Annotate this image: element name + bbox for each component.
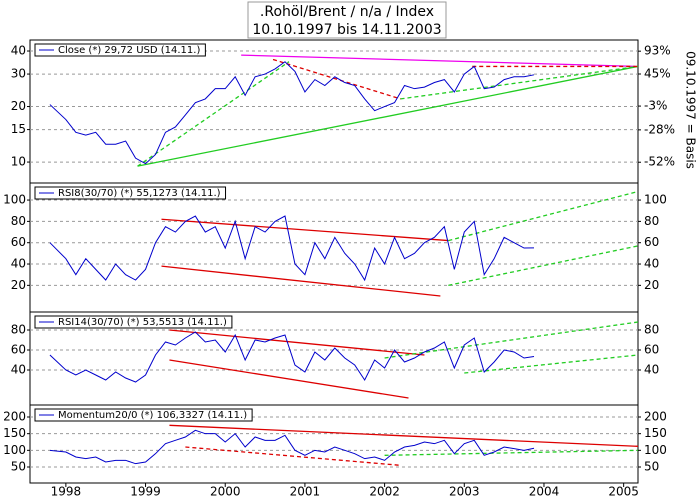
y-tick-label: 100 — [3, 193, 26, 207]
trend-line — [169, 359, 409, 399]
y-tick-label: 40 — [11, 44, 26, 58]
chart-subtitle: 10.10.1997 bis 14.11.2003 — [252, 22, 441, 38]
y-tick-label-right: 60 — [644, 235, 659, 249]
y-tick-label-right: 100 — [644, 193, 667, 207]
y-tick-label: 60 — [11, 343, 26, 357]
trend-line — [241, 54, 639, 68]
trend-line — [448, 245, 639, 286]
y2-axis-label: 09.10.1997 = Basis — [684, 51, 698, 169]
trend-line — [169, 424, 639, 447]
y-tick-label: 10 — [11, 155, 26, 169]
legend-label: Momentum20/0 (*) 106,3327 (14.11.) — [58, 410, 247, 421]
legend-label: Close (*) 29,72 USD (14.11.) — [58, 45, 200, 56]
series-line — [49, 61, 535, 165]
x-tick-label: 2005 — [608, 485, 639, 499]
y-tick-label: 20 — [11, 278, 26, 292]
y-tick-label-right: 80 — [644, 214, 659, 228]
y2-tick-label: -3% — [644, 99, 667, 113]
y-tick-label: 15 — [11, 122, 26, 136]
y-tick-label-right: 100 — [644, 443, 667, 457]
legend-box — [34, 315, 233, 329]
trend-line — [169, 329, 425, 356]
plot-frame — [29, 39, 639, 184]
trend-line — [137, 65, 639, 167]
y2-tick-label: 93% — [644, 44, 671, 58]
trend-line — [384, 449, 639, 456]
y-tick-label: 80 — [11, 214, 26, 228]
trend-line — [400, 65, 639, 100]
x-tick-label: 1998 — [51, 485, 82, 499]
trend-line — [137, 61, 290, 167]
legend-label: RSI8(30/70) (*) 55,1273 (14.11.) — [58, 188, 221, 199]
trend-line — [185, 446, 401, 466]
title-box — [247, 1, 447, 39]
trend-line — [272, 58, 401, 100]
y-tick-label: 60 — [11, 235, 26, 249]
y2-tick-label: 45% — [644, 66, 671, 80]
y-tick-label: 20 — [11, 99, 26, 113]
trend-line — [161, 265, 441, 297]
series-line — [49, 429, 535, 465]
chart-title: .Rohöl/Brent / n/a / Index — [260, 4, 434, 20]
x-tick-label: 2003 — [449, 485, 480, 499]
y-tick-label: 30 — [11, 67, 26, 81]
y-tick-label-right: 80 — [644, 323, 659, 337]
x-tick-label: 2002 — [369, 485, 400, 499]
y-tick-label-right: 40 — [644, 257, 659, 271]
trend-line — [161, 218, 449, 242]
trend-line — [384, 321, 639, 359]
y-tick-label: 40 — [11, 363, 26, 377]
y-tick-label-right: 60 — [644, 343, 659, 357]
legend-box — [34, 408, 253, 422]
y-tick-label: 200 — [3, 410, 26, 424]
legend-box — [34, 43, 206, 57]
y-tick-label-right: 20 — [644, 278, 659, 292]
trend-line — [448, 190, 639, 242]
y-tick-label-right: 50 — [644, 460, 659, 474]
y2-tick-label: -52% — [644, 155, 675, 169]
y-tick-label: 40 — [11, 257, 26, 271]
y-tick-label: 100 — [3, 443, 26, 457]
y-tick-label: 50 — [11, 460, 26, 474]
y-tick-label: 80 — [11, 323, 26, 337]
y2-tick-label: -28% — [644, 122, 675, 136]
legend-box — [34, 186, 227, 200]
series-line — [49, 215, 535, 282]
legend-label: RSI14(30/70) (*) 53,5513 (14.11.) — [58, 317, 227, 328]
x-tick-label: 2004 — [529, 485, 560, 499]
y-tick-label-right: 40 — [644, 363, 659, 377]
plot-frame — [29, 182, 639, 313]
y-tick-label-right: 200 — [644, 410, 667, 424]
trend-line — [464, 354, 639, 374]
x-tick-label: 2000 — [210, 485, 241, 499]
x-tick-label: 1999 — [130, 485, 161, 499]
x-tick-label: 2001 — [290, 485, 321, 499]
series-line — [49, 331, 535, 383]
y-tick-label: 150 — [3, 426, 26, 440]
y-tick-label-right: 150 — [644, 426, 667, 440]
